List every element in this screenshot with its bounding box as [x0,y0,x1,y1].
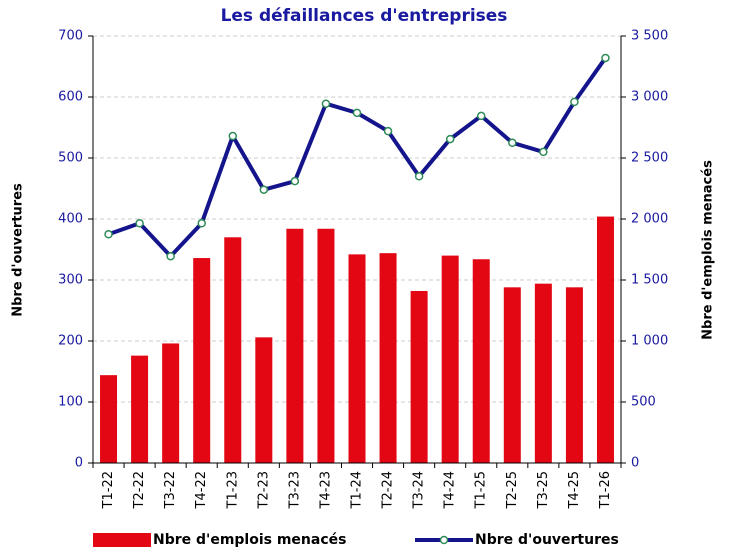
marker [135,219,144,228]
x-tick-label: T1-26 [598,471,613,509]
x-tick-label: T1-24 [350,471,365,509]
x-tick-label: T4-22 [194,471,209,509]
y-tick-label: 100 [58,395,83,410]
x-tick-label: T2-23 [256,471,271,509]
y-tick-label: 0 [75,456,83,471]
x-tick-label: T2-22 [132,471,147,509]
marker [259,185,269,194]
y-tick-label: 500 [58,151,83,166]
bar [441,255,459,463]
bar [472,259,490,463]
bar [286,228,304,463]
y-tick-label: 400 [58,212,83,227]
y2-tick-label: 3 000 [631,90,668,105]
marker [197,219,206,228]
y-tick-label: 600 [58,90,83,105]
bar [224,237,242,463]
bar [348,254,366,463]
legend-label: Nbre d'ouvertures [475,532,619,548]
legend-swatch [93,533,151,547]
x-tick-label: T4-23 [318,471,333,509]
y2-tick-label: 1 500 [631,273,668,288]
x-tick-label: T1-25 [474,471,489,509]
y-tick-label: 300 [58,273,83,288]
marker [508,138,517,147]
y2-tick-label: 0 [631,456,639,471]
x-tick-label: T3-24 [412,471,427,509]
y2-tick-label: 1 000 [631,334,668,349]
x-tick-label: T4-24 [443,471,458,509]
bar [131,355,149,463]
y2-tick-label: 3 500 [631,29,668,44]
marker [321,99,331,108]
y-axis-title: Nbre d'ouvertures [11,183,26,317]
x-tick-label: T3-22 [163,471,178,509]
bar [565,287,583,463]
bar [317,228,335,463]
x-tick-label: T1-22 [101,471,116,509]
y2-tick-label: 500 [631,395,656,410]
marker [383,126,393,136]
legend-marker [439,535,449,545]
bar [379,253,397,463]
bar [410,290,428,463]
y2-tick-label: 2 500 [631,151,668,166]
y-tick-label: 200 [58,334,83,349]
marker [166,251,175,261]
marker [476,111,486,121]
bar [255,337,273,463]
marker [352,108,362,118]
bar [100,375,118,463]
x-tick-label: T3-25 [536,471,551,509]
x-tick-label: T2-24 [381,471,396,509]
legend-label: Nbre d'emplois menacés [153,532,346,548]
line [107,56,608,259]
bar [596,216,614,463]
chart-title: Les défaillances d'entreprises [221,6,508,26]
marker [539,147,548,157]
x-tick-label: T1-23 [225,471,240,509]
marker [445,134,455,144]
x-tick-label: T2-25 [505,471,520,509]
x-tick-label: T3-23 [287,471,302,509]
marker [104,230,113,239]
bar [503,287,521,463]
marker [414,172,424,181]
bar [162,343,180,463]
bar [534,283,552,463]
marker [290,176,300,186]
y2-axis-title: Nbre d'emplois menacés [701,160,716,340]
y-tick-label: 700 [58,29,83,44]
x-tick-label: T4-25 [567,471,582,509]
bar [193,258,211,463]
marker [570,97,579,107]
marker [228,131,238,141]
y2-tick-label: 2 000 [631,212,668,227]
marker [601,53,610,63]
